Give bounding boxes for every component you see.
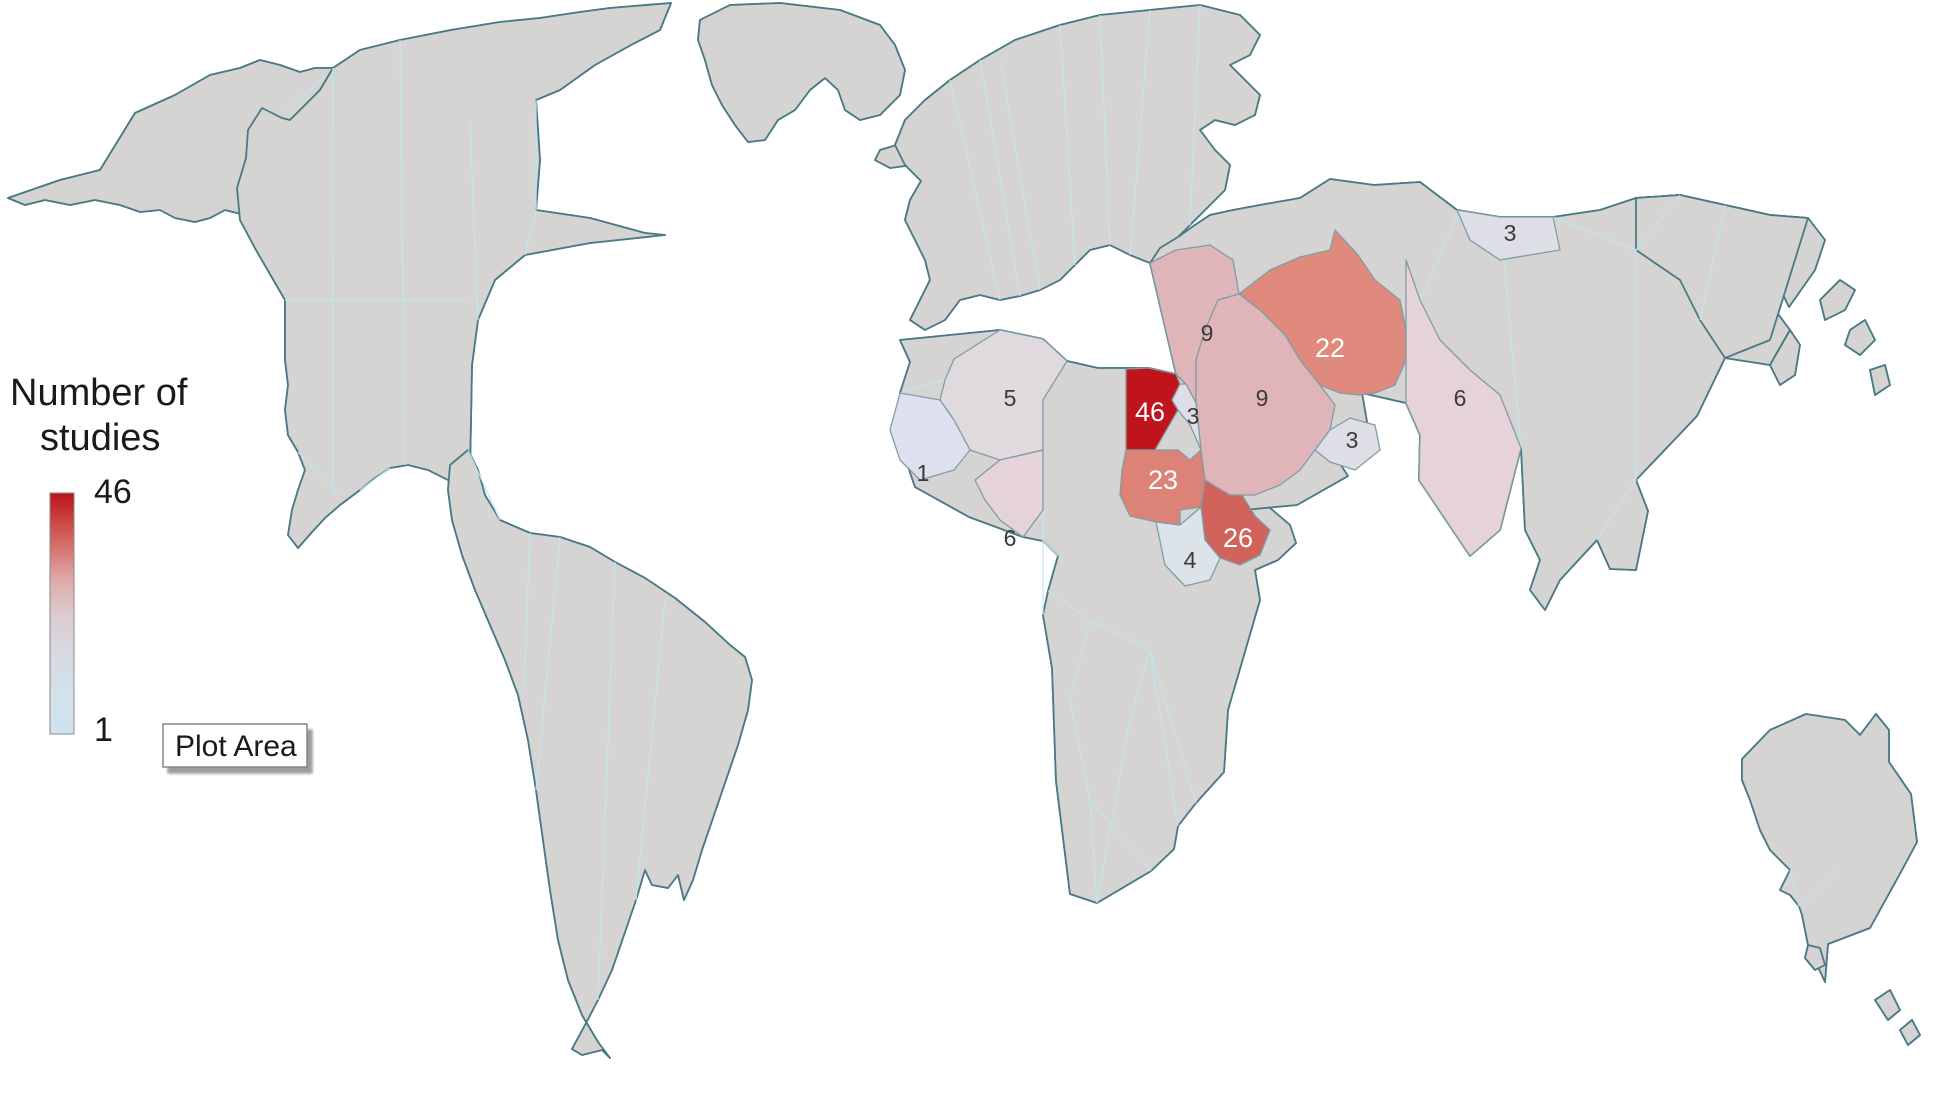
svg-text:1: 1	[917, 460, 930, 486]
svg-text:46: 46	[1135, 397, 1165, 427]
svg-text:4: 4	[1184, 547, 1197, 573]
svg-text:3: 3	[1187, 403, 1200, 429]
svg-text:Plot Area: Plot Area	[175, 730, 297, 763]
svg-text:5: 5	[1004, 385, 1017, 411]
svg-text:3: 3	[1504, 220, 1517, 246]
svg-text:Number of: Number of	[10, 372, 188, 414]
svg-text:23: 23	[1148, 465, 1178, 495]
svg-text:9: 9	[1256, 385, 1269, 411]
svg-text:1: 1	[94, 711, 113, 749]
svg-text:3: 3	[1346, 427, 1359, 453]
svg-text:26: 26	[1223, 523, 1253, 553]
svg-text:46: 46	[94, 473, 132, 511]
svg-text:9: 9	[1201, 320, 1214, 346]
svg-text:6: 6	[1004, 525, 1017, 551]
svg-text:studies: studies	[40, 417, 160, 459]
svg-text:22: 22	[1315, 333, 1345, 363]
svg-text:6: 6	[1454, 385, 1467, 411]
